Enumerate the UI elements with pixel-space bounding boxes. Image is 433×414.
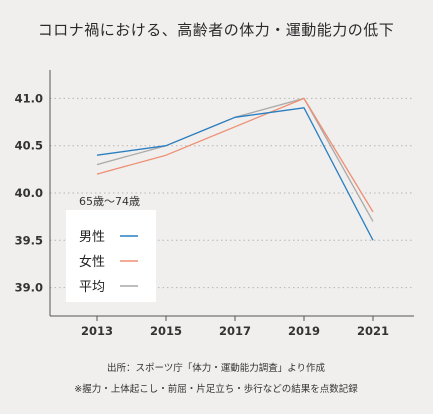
y-axis-ticks: 41.0 40.5 40.0 39.5 39.0 — [15, 91, 43, 294]
y-tick-label: 40.0 — [15, 186, 43, 200]
legend-label: 平均 — [79, 280, 105, 295]
y-tick-label: 41.0 — [15, 91, 43, 105]
y-tick-label: 40.5 — [15, 139, 43, 153]
series-line-male — [96, 107, 374, 241]
y-tick-label: 39.0 — [15, 281, 43, 295]
method-note: ※握力・上体起こし・前屈・片足立ち・歩行などの結果を点数記録 — [74, 383, 358, 395]
legend-label: 女性 — [79, 254, 105, 270]
legend-label: 男性 — [79, 230, 105, 245]
x-axis-ticks: 2013 2015 2017 2019 2021 — [81, 316, 389, 338]
source-note: 出所：スポーツ庁「体力・運動能力調査」より作成 — [107, 362, 326, 374]
y-tick-label: 39.5 — [15, 233, 43, 247]
x-tick-label: 2013 — [81, 324, 113, 338]
x-tick-label: 2017 — [219, 324, 251, 338]
chart-title: コロナ禍における、高齢者の体力・運動能力の低下 — [38, 21, 395, 39]
chart-subtitle: 65歳〜74歳 — [79, 195, 140, 208]
x-tick-label: 2019 — [288, 324, 320, 338]
series-line-female — [96, 97, 374, 213]
legend-box — [66, 210, 156, 302]
x-tick-label: 2015 — [150, 324, 182, 338]
x-tick-label: 2021 — [357, 324, 389, 338]
series-lines — [96, 97, 374, 241]
